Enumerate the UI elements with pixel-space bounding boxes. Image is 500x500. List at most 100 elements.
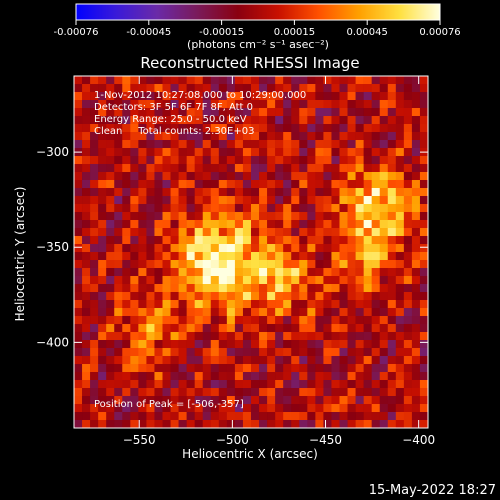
heatmap-cell <box>275 116 284 125</box>
heatmap-cell <box>323 260 332 269</box>
heatmap-cell <box>170 164 179 173</box>
heatmap-cell <box>379 100 389 109</box>
heatmap-cell <box>178 76 187 85</box>
heatmap-cell <box>186 204 195 213</box>
heatmap-cell <box>218 404 228 413</box>
heatmap-cell <box>90 156 99 165</box>
heatmap-cell <box>146 236 155 245</box>
heatmap-cell <box>379 292 389 301</box>
heatmap-cell <box>202 164 212 173</box>
heatmap-cell <box>146 332 155 341</box>
colorbar <box>75 3 441 21</box>
heatmap-cell <box>122 148 131 157</box>
heatmap-cell <box>234 308 244 317</box>
heatmap-cell <box>162 172 171 181</box>
heatmap-cell <box>387 124 397 133</box>
heatmap-cell <box>82 92 91 101</box>
heatmap-cell <box>170 124 179 133</box>
heatmap-cell <box>122 204 131 213</box>
heatmap-cell <box>114 188 123 197</box>
heatmap-cell <box>323 116 332 125</box>
heatmap-cell <box>299 356 308 365</box>
heatmap-cell <box>251 220 260 229</box>
heatmap-cell <box>98 356 107 365</box>
heatmap-cell <box>234 164 244 173</box>
heatmap-cell <box>299 92 308 101</box>
heatmap-cell <box>395 140 405 149</box>
heatmap-cell <box>90 124 99 133</box>
heatmap-cell <box>411 132 421 141</box>
heatmap-cell <box>403 292 413 301</box>
heatmap-cell <box>218 92 228 101</box>
heatmap-cell <box>283 268 292 277</box>
heatmap-cell <box>114 340 123 349</box>
heatmap-cell <box>403 196 413 205</box>
heatmap-cell <box>251 308 260 317</box>
heatmap-cell <box>202 108 212 117</box>
heatmap-cell <box>323 228 332 237</box>
heatmap-cell <box>331 284 340 293</box>
heatmap-cell <box>82 356 91 365</box>
heatmap-cell <box>226 236 236 245</box>
heatmap-cell <box>275 188 284 197</box>
heatmap-cell <box>283 404 292 413</box>
heatmap-cell <box>419 388 429 397</box>
heatmap-cell <box>226 284 236 293</box>
heatmap-cell <box>299 324 308 333</box>
heatmap-cell <box>122 260 131 269</box>
heatmap-cell <box>162 420 171 429</box>
heatmap-cell <box>403 372 413 381</box>
heatmap-cell <box>307 244 316 253</box>
heatmap-cell <box>371 316 381 325</box>
heatmap-cell <box>379 188 389 197</box>
heatmap-cell <box>130 164 139 173</box>
heatmap-cell <box>186 308 195 317</box>
heatmap-cell <box>419 164 429 173</box>
heatmap-cell <box>122 236 131 245</box>
heatmap-cell <box>138 316 147 325</box>
heatmap-cell <box>218 356 228 365</box>
heatmap-cell <box>178 348 187 357</box>
heatmap-cell <box>275 236 284 245</box>
heatmap-cell <box>251 100 260 109</box>
heatmap-cell <box>234 268 244 277</box>
heatmap-cell <box>275 132 284 141</box>
heatmap-cell <box>339 412 348 421</box>
heatmap-cell <box>315 388 324 397</box>
heatmap-cell <box>363 380 372 389</box>
heatmap-cell <box>379 412 389 421</box>
heatmap-cell <box>379 156 389 165</box>
heatmap-cell <box>90 228 99 237</box>
heatmap-cell <box>90 220 99 229</box>
heatmap-cell <box>387 364 397 373</box>
heatmap-cell <box>130 356 139 365</box>
heatmap-cell <box>291 156 300 165</box>
heatmap-cell <box>355 212 364 221</box>
heatmap-cell <box>403 340 413 349</box>
heatmap-cell <box>226 196 236 205</box>
heatmap-cell <box>122 188 131 197</box>
heatmap-cell <box>74 196 83 205</box>
heatmap-cell <box>146 172 155 181</box>
heatmap-cell <box>162 236 171 245</box>
heatmap-cell <box>339 188 348 197</box>
heatmap-cell <box>395 92 405 101</box>
heatmap-cell <box>371 372 381 381</box>
colorbar-units: (photons cm⁻² s⁻¹ asec⁻²) <box>187 38 329 51</box>
heatmap-cell <box>299 172 308 181</box>
heatmap-cell <box>218 156 228 165</box>
heatmap-cell <box>90 332 99 341</box>
heatmap-cell <box>387 260 397 269</box>
heatmap-cell <box>114 268 123 277</box>
heatmap-cell <box>363 340 372 349</box>
heatmap-cell <box>403 92 413 101</box>
heatmap-cell <box>323 140 332 149</box>
heatmap-cell <box>251 92 260 101</box>
heatmap-cell <box>90 284 99 293</box>
heatmap-cell <box>259 388 268 397</box>
heatmap-cell <box>315 308 324 317</box>
heatmap-cell <box>226 76 236 85</box>
heatmap-cell <box>339 356 348 365</box>
heatmap-cell <box>242 340 252 349</box>
heatmap-cell <box>90 396 99 405</box>
